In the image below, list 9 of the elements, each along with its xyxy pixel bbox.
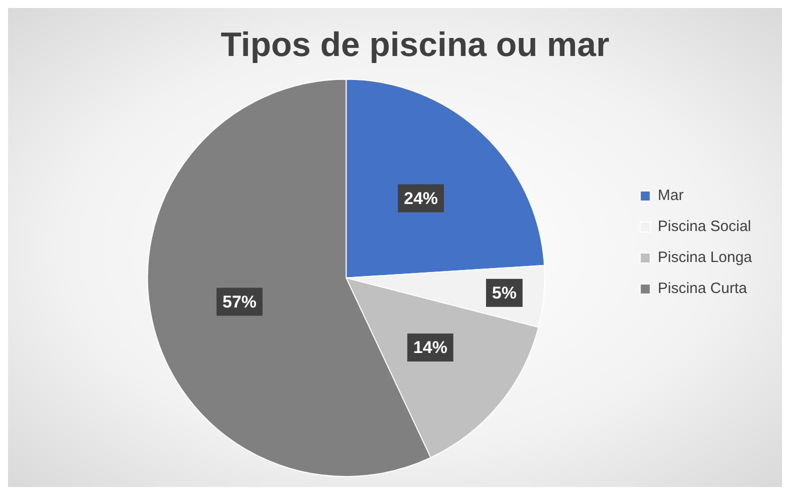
- data-label: 5%: [492, 284, 517, 303]
- data-label: 57%: [222, 292, 257, 312]
- chart-title: Tipos de piscina ou mar: [220, 26, 610, 64]
- legend-label: Mar: [658, 187, 684, 204]
- legend-label: Piscina Curta: [658, 280, 748, 298]
- data-label: 14%: [413, 338, 448, 358]
- legend-label: Piscina Longa: [658, 249, 753, 266]
- data-label: 24%: [404, 188, 438, 208]
- legend-label: Piscina Social: [658, 218, 752, 236]
